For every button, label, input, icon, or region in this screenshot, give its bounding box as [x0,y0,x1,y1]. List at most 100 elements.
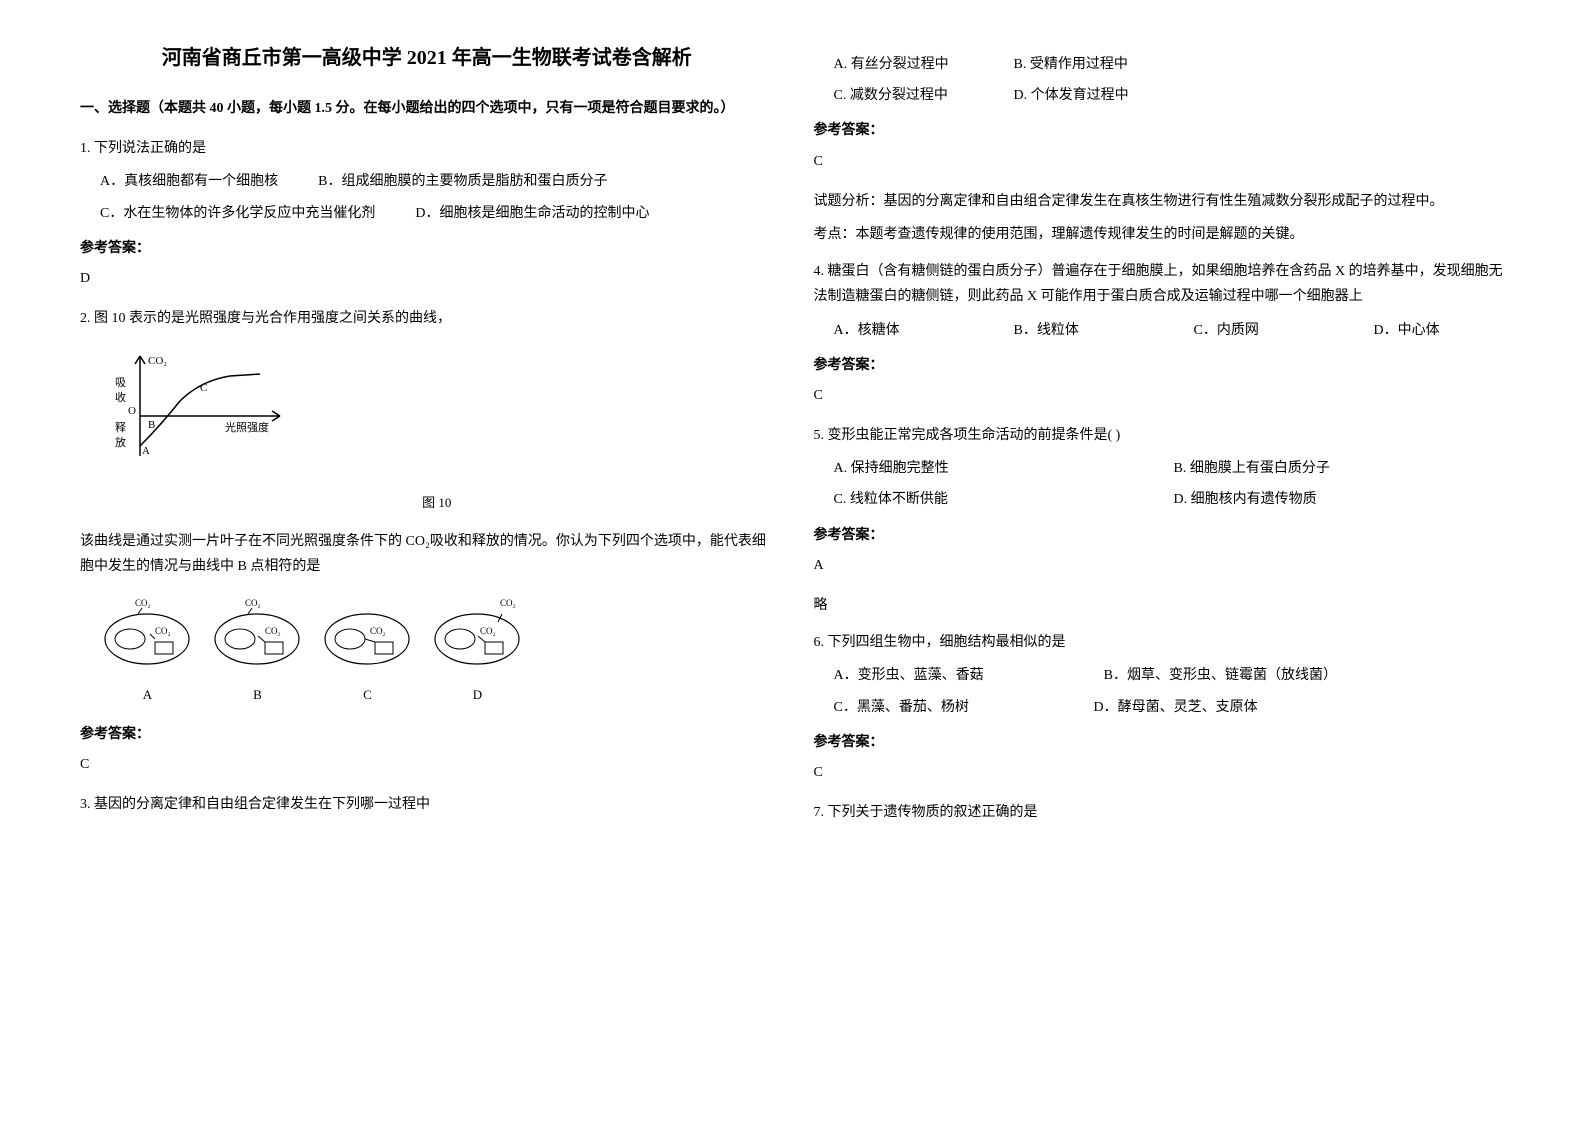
q3-prompt: 基因的分离定律和自由组合定律发生在下列哪一过程中 [94,797,430,812]
q3-analysis1: 试题分析：基因的分离定律和自由组合定律发生在真核生物进行有性生殖减数分裂形成配子… [814,189,1508,214]
curve-graph-icon: CO₂ 吸 收 释 放 O A B C 光照强度 [100,346,300,476]
q1-answer-label: 参考答案： [80,236,774,261]
q4-answer-label: 参考答案： [814,353,1508,378]
cell-diagram-C-icon: CO₂ [320,594,415,669]
graph-pointC: C [200,382,207,394]
q3-answer-label: 参考答案： [814,118,1508,143]
q1-answer: D [80,266,774,291]
question-4: 4. 糖蛋白（含有糖侧链的蛋白质分子）普遍存在于细胞膜上，如果细胞培养在含药品 … [814,259,1508,408]
q1-options: A．真核细胞都有一个细胞核 B．组成细胞膜的主要物质是脂肪和蛋白质分子 C．水在… [80,169,774,225]
section-header: 一、选择题（本题共 40 小题，每小题 1.5 分。在每小题给出的四个选项中，只… [80,96,774,121]
graph-absorb-label: 吸 [115,377,126,389]
svg-text:CO₂: CO₂ [370,626,386,636]
q4-options: A．核糖体 B．线粒体 C．内质网 D．中心体 [814,318,1508,343]
q2-text: 2. 图 10 表示的是光照强度与光合作用强度之间关系的曲线， [80,306,774,331]
q4-text: 4. 糖蛋白（含有糖侧链的蛋白质分子）普遍存在于细胞膜上，如果细胞培养在含药品 … [814,259,1508,309]
diagram-D-label: D [430,683,525,706]
q2-answer: C [80,752,774,777]
question-2: 2. 图 10 表示的是光照强度与光合作用强度之间关系的曲线， CO₂ 吸 收 … [80,306,774,777]
diagram-A: CO₂ CO₂ A [100,594,195,707]
q3-optD: D. 个体发育过程中 [1014,83,1154,108]
q5-brief: 略 [814,593,1508,618]
q4-optB: B．线粒体 [1014,318,1154,343]
q5-text: 5. 变形虫能正常完成各项生命活动的前提条件是( ) [814,423,1508,448]
q6-optD: D．酵母菌、灵芝、支原体 [1094,695,1258,720]
q1-number: 1. [80,141,91,156]
q4-number: 4. [814,264,825,279]
q2-answer-label: 参考答案： [80,722,774,747]
q7-text: 7. 下列关于遗传物质的叙述正确的是 [814,800,1508,825]
diagram-D: CO₂ CO₂ D [430,594,525,707]
q3-answer: C [814,149,1508,174]
q4-optD: D．中心体 [1374,318,1514,343]
q6-optC: C．黑藻、番茄、杨树 [834,695,974,720]
q6-number: 6. [814,635,825,650]
graph-xlabel: 光照强度 [225,420,269,434]
q5-optC: C. 线粒体不断供能 [834,487,974,512]
question-7: 7. 下列关于遗传物质的叙述正确的是 [814,800,1508,825]
q1-optD: D．细胞核是细胞生命活动的控制中心 [415,201,649,226]
left-column: 河南省商丘市第一高级中学 2021 年高一生物联考试卷含解析 一、选择题（本题共… [60,40,794,1082]
q6-answer-label: 参考答案： [814,730,1508,755]
svg-text:CO₂: CO₂ [155,626,171,636]
q2-graph: CO₂ 吸 收 释 放 O A B C 光照强度 图 10 [80,346,774,514]
q6-text: 6. 下列四组生物中，细胞结构最相似的是 [814,630,1508,655]
q2-diagrams: CO₂ CO₂ A CO₂ CO₂ B [80,594,774,707]
q4-optA: A．核糖体 [834,318,974,343]
q5-optB: B. 细胞膜上有蛋白质分子 [1174,456,1330,481]
q3-optB: B. 受精作用过程中 [1014,52,1154,77]
page-title: 河南省商丘市第一高级中学 2021 年高一生物联考试卷含解析 [80,40,774,76]
graph-release-label2: 放 [115,435,126,449]
q2-subtext: 该曲线是通过实测一片叶子在不同光照强度条件下的 CO₂吸收和释放的情况。你认为下… [80,529,774,579]
q5-answer: A [814,553,1508,578]
q4-prompt: 糖蛋白（含有糖侧链的蛋白质分子）普遍存在于细胞膜上，如果细胞培养在含药品 X 的… [814,264,1503,304]
graph-co2-label: CO₂ [148,355,167,367]
cell-diagram-D-icon: CO₂ CO₂ [430,594,525,669]
diagram-C-label: C [320,683,415,706]
diagram-A-label: A [100,683,195,706]
q6-options: A．变形虫、蓝藻、香菇 B．烟草、变形虫、链霉菌（放线菌） C．黑藻、番茄、杨树… [814,663,1508,719]
graph-release-label: 释 [115,421,126,434]
q5-prompt: 变形虫能正常完成各项生命活动的前提条件是( ) [828,428,1121,443]
q3-text: 3. 基因的分离定律和自由组合定律发生在下列哪一过程中 [80,792,774,817]
q4-optC: C．内质网 [1194,318,1334,343]
graph-caption: 图 10 [100,491,774,514]
q6-optB: B．烟草、变形虫、链霉菌（放线菌） [1104,663,1337,688]
q6-prompt: 下列四组生物中，细胞结构最相似的是 [828,635,1066,650]
svg-text:CO₂: CO₂ [245,598,261,608]
q1-text: 1. 下列说法正确的是 [80,136,774,161]
q3-options: A. 有丝分裂过程中 B. 受精作用过程中 C. 减数分裂过程中 D. 个体发育… [814,52,1508,108]
q6-answer: C [814,760,1508,785]
q5-optD: D. 细胞核内有遗传物质 [1174,487,1317,512]
graph-pointB: B [148,419,155,431]
q5-answer-label: 参考答案： [814,523,1508,548]
q6-optA: A．变形虫、蓝藻、香菇 [834,663,984,688]
q2-prompt: 图 10 表示的是光照强度与光合作用强度之间关系的曲线， [94,311,451,326]
q5-options: A. 保持细胞完整性 B. 细胞膜上有蛋白质分子 C. 线粒体不断供能 D. 细… [814,456,1508,512]
graph-origin: O [128,405,136,417]
diagram-B-label: B [210,683,305,706]
graph-absorb-label2: 收 [115,390,126,404]
question-1: 1. 下列说法正确的是 A．真核细胞都有一个细胞核 B．组成细胞膜的主要物质是脂… [80,136,774,291]
svg-text:CO₂: CO₂ [265,626,281,636]
svg-text:CO₂: CO₂ [135,598,151,608]
cell-diagram-A-icon: CO₂ CO₂ [100,594,195,669]
q3-number: 3. [80,797,91,812]
cell-diagram-B-icon: CO₂ CO₂ [210,594,305,669]
q1-optA: A．真核细胞都有一个细胞核 [100,169,278,194]
svg-text:CO₂: CO₂ [480,626,496,636]
q1-optB: B．组成细胞膜的主要物质是脂肪和蛋白质分子 [318,169,607,194]
q7-prompt: 下列关于遗传物质的叙述正确的是 [828,805,1038,820]
right-column: A. 有丝分裂过程中 B. 受精作用过程中 C. 减数分裂过程中 D. 个体发育… [794,40,1528,1082]
q1-optC: C．水在生物体的许多化学反应中充当催化剂 [100,201,375,226]
q1-prompt: 下列说法正确的是 [94,141,206,156]
question-5: 5. 变形虫能正常完成各项生命活动的前提条件是( ) A. 保持细胞完整性 B.… [814,423,1508,618]
graph-pointA: A [142,445,150,457]
q3-analysis2: 考点：本题考查遗传规律的使用范围，理解遗传规律发生的时间是解题的关键。 [814,222,1508,247]
q7-number: 7. [814,805,825,820]
diagram-B: CO₂ CO₂ B [210,594,305,707]
q4-answer: C [814,383,1508,408]
q3-optC: C. 减数分裂过程中 [834,83,974,108]
question-3-continued: A. 有丝分裂过程中 B. 受精作用过程中 C. 减数分裂过程中 D. 个体发育… [814,52,1508,247]
question-6: 6. 下列四组生物中，细胞结构最相似的是 A．变形虫、蓝藻、香菇 B．烟草、变形… [814,630,1508,785]
